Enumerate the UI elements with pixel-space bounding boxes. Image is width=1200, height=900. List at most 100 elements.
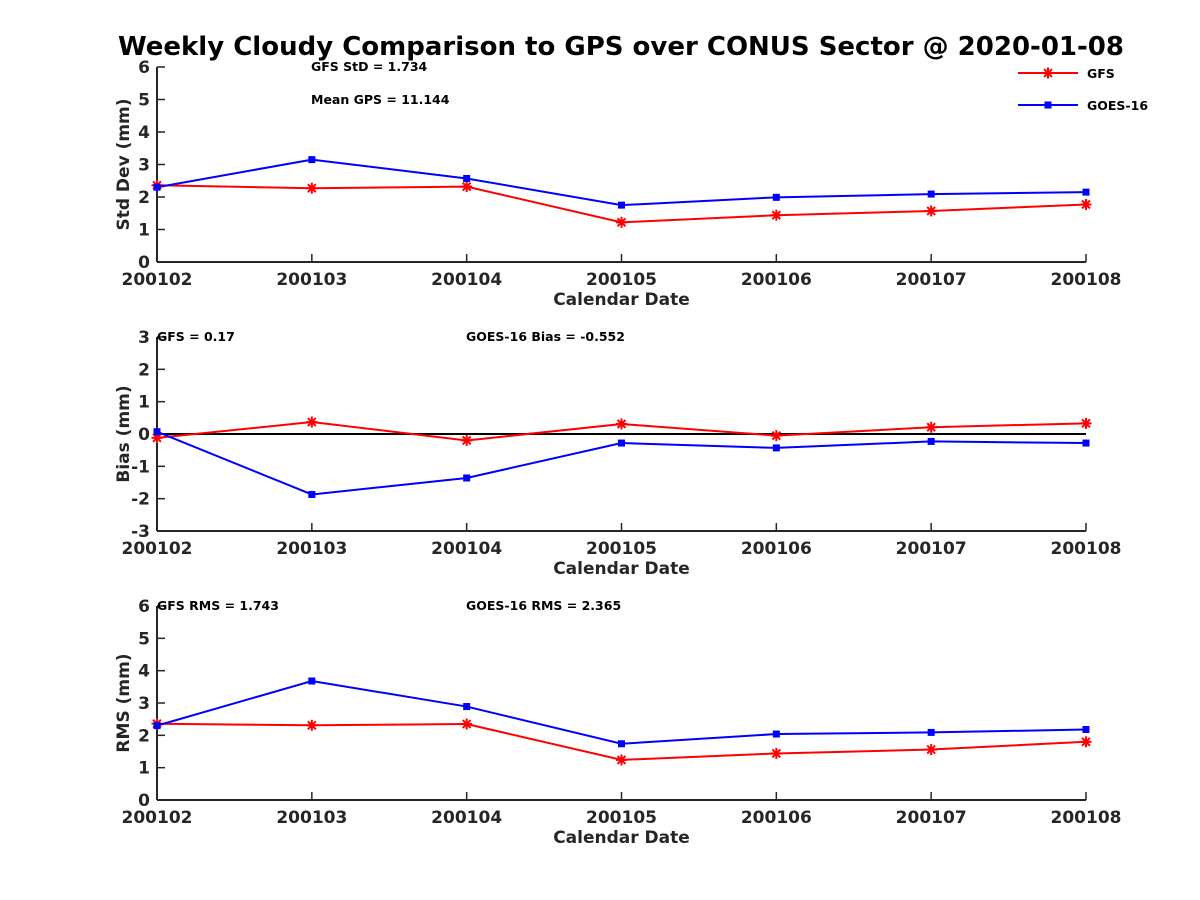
data-point xyxy=(618,740,625,748)
series-goes-16 xyxy=(153,156,1090,209)
data-point xyxy=(306,182,318,194)
data-point xyxy=(461,434,473,446)
y-tick-label: 0 xyxy=(138,425,150,445)
data-point xyxy=(463,174,471,182)
data-point xyxy=(925,421,937,433)
series-goes-16 xyxy=(153,428,1090,498)
data-point xyxy=(616,418,627,430)
panel-3: 0 1 2 3 4 5 6 200102 200103 200104 200105 200106 200… xyxy=(114,597,1121,848)
x-axis-label: Calendar Date xyxy=(553,290,690,310)
x-tick-label: 200108 xyxy=(1051,539,1122,559)
data-point xyxy=(463,474,471,482)
y-tick-label: -3 xyxy=(131,522,150,542)
y-axis-label: Bias (mm) xyxy=(114,385,134,482)
data-point xyxy=(306,416,318,428)
data-point xyxy=(1080,198,1092,210)
x-tick-label: 200106 xyxy=(741,270,812,290)
series-line xyxy=(156,158,1087,207)
data-point xyxy=(308,490,316,498)
x-tick-label: 200107 xyxy=(896,539,967,559)
data-point xyxy=(770,209,782,221)
series-line xyxy=(156,679,1087,745)
data-point xyxy=(772,444,780,452)
y-tick-label: 2 xyxy=(138,188,150,208)
data-point xyxy=(618,201,625,209)
y-tick-label: 3 xyxy=(138,328,150,348)
data-point xyxy=(1080,736,1092,748)
data-point xyxy=(772,193,780,201)
x-tick-label: 200107 xyxy=(896,270,967,290)
y-tick-label: 6 xyxy=(138,597,150,617)
y-tick-label: 6 xyxy=(138,58,150,78)
data-point xyxy=(153,722,161,730)
y-tick-label: 2 xyxy=(138,726,150,746)
legend-entry: GFS xyxy=(1087,66,1115,81)
data-point xyxy=(770,747,782,759)
data-point xyxy=(153,183,161,191)
x-tick-label: 200105 xyxy=(586,539,657,559)
x-tick-label: 200104 xyxy=(431,808,502,828)
x-axis-label: Calendar Date xyxy=(553,559,690,579)
data-point xyxy=(772,730,780,738)
y-tick-label: 3 xyxy=(138,694,150,714)
data-point xyxy=(925,205,937,217)
panel-1: 0 1 2 3 4 5 6 200102 200103 200104 200105 200106 200… xyxy=(114,58,1148,310)
annotation: Mean GPS = 11.144 xyxy=(311,92,450,107)
data-point xyxy=(1082,188,1090,196)
x-tick-label: 200103 xyxy=(276,808,347,828)
data-point xyxy=(618,439,625,447)
x-tick-label: 200103 xyxy=(276,539,347,559)
legend-entry: GOES-16 xyxy=(1087,98,1148,113)
legend: GFS GOES-16 xyxy=(1018,66,1148,113)
annotation: GFS RMS = 1.743 xyxy=(157,598,279,613)
x-tick-label: 200102 xyxy=(122,539,193,559)
y-axis-label: RMS (mm) xyxy=(114,653,134,752)
x-tick-label: 200107 xyxy=(896,808,967,828)
x-axis-label: Calendar Date xyxy=(553,828,690,848)
y-tick-label: 4 xyxy=(138,662,150,682)
x-tick-label: 200104 xyxy=(431,539,502,559)
data-point xyxy=(927,437,935,445)
data-point xyxy=(616,216,627,228)
x-tick-label: 200103 xyxy=(276,270,347,290)
data-point xyxy=(1080,417,1092,429)
x-tick-label: 200102 xyxy=(122,270,193,290)
annotation: GOES-16 RMS = 2.365 xyxy=(466,598,621,613)
data-point xyxy=(1082,439,1090,447)
y-tick-label: 0 xyxy=(138,253,150,273)
data-point xyxy=(461,181,473,193)
x-tick-label: 200102 xyxy=(122,808,193,828)
annotation: GFS = 0.17 xyxy=(157,329,235,344)
series-gfs xyxy=(151,179,1092,228)
y-tick-label: 1 xyxy=(138,759,150,779)
y-axis-label: Std Dev (mm) xyxy=(114,98,134,230)
y-tick-label: 5 xyxy=(138,629,150,649)
y-tick-label: 4 xyxy=(138,123,150,143)
chart-title: Weekly Cloudy Comparison to GPS over CON… xyxy=(118,32,1124,62)
x-tick-label: 200106 xyxy=(741,539,812,559)
data-point xyxy=(153,428,161,436)
x-tick-label: 200104 xyxy=(431,270,502,290)
annotation: GFS StD = 1.734 xyxy=(311,59,428,74)
data-point xyxy=(461,718,473,730)
x-tick-label: 200106 xyxy=(741,808,812,828)
data-point xyxy=(927,728,935,736)
x-tick-label: 200105 xyxy=(586,270,657,290)
y-tick-label: 1 xyxy=(138,221,150,241)
data-point xyxy=(306,719,318,731)
data-point xyxy=(308,156,316,164)
data-point xyxy=(616,754,627,766)
panel-2: -3 -2 -1 0 1 2 3 200102 200103 200104 200105 200106… xyxy=(114,328,1121,579)
legend-marker xyxy=(1042,67,1054,79)
y-tick-label: -2 xyxy=(131,490,150,510)
x-tick-label: 200108 xyxy=(1051,808,1122,828)
data-point xyxy=(308,677,316,685)
series-gfs xyxy=(151,416,1092,446)
series-goes-16 xyxy=(153,677,1090,748)
y-tick-label: 0 xyxy=(138,791,150,811)
data-point xyxy=(463,703,471,711)
data-point xyxy=(770,430,782,442)
y-tick-label: 5 xyxy=(138,91,150,111)
